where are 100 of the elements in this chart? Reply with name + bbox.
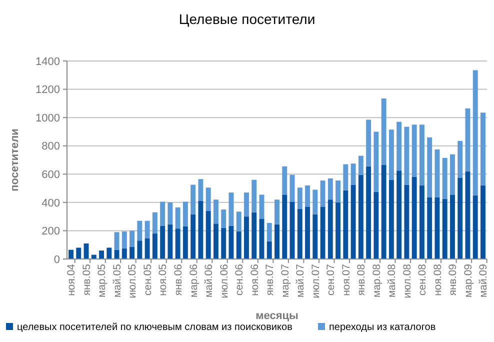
bar <box>259 218 264 259</box>
y-tick-label: 0 <box>54 254 60 266</box>
bar <box>206 188 211 211</box>
bar <box>259 194 264 219</box>
bar <box>366 166 372 259</box>
bar <box>76 248 82 259</box>
bar <box>480 112 486 186</box>
bar <box>160 202 166 226</box>
x-tick-label: ноя.04 <box>66 264 78 296</box>
x-tick-label: ноя.06 <box>248 264 261 296</box>
bar <box>221 228 226 259</box>
bar <box>175 207 180 229</box>
bar <box>412 176 417 259</box>
bar <box>343 190 348 259</box>
bar <box>252 212 257 259</box>
x-tick-label: май.06 <box>203 264 216 298</box>
bar <box>168 224 173 259</box>
bar <box>213 224 218 259</box>
bar <box>450 154 455 195</box>
bar <box>343 164 348 190</box>
y-axis-title: посетители <box>9 128 21 192</box>
bar <box>419 124 424 186</box>
bar <box>297 188 302 209</box>
x-tick-label: май.07 <box>294 264 307 298</box>
bar <box>99 250 104 259</box>
x-tick-label: сен.05 <box>142 264 154 296</box>
bar <box>228 192 234 226</box>
bar <box>404 126 410 185</box>
bar <box>266 222 272 242</box>
y-tick-label: 800 <box>42 140 60 153</box>
y-tick-label: 1000 <box>36 112 60 124</box>
bar <box>198 201 204 259</box>
x-tick-label: май.09 <box>478 264 490 298</box>
bar <box>336 180 341 202</box>
bar <box>312 214 318 259</box>
bar <box>114 250 120 259</box>
bar <box>442 158 448 199</box>
bar <box>144 220 150 238</box>
x-tick-label: ноя.05 <box>157 264 170 296</box>
bar <box>458 178 463 259</box>
bar <box>358 174 364 259</box>
x-tick-label: июл.06 <box>218 264 230 298</box>
x-tick-label: янв.06 <box>172 264 184 296</box>
bar <box>374 132 379 192</box>
x-tick-label: янв.08 <box>356 264 368 296</box>
bar <box>297 208 302 259</box>
bar <box>388 130 394 180</box>
bar <box>244 216 249 259</box>
bar <box>221 210 226 228</box>
bar <box>465 171 470 259</box>
bar <box>442 198 448 259</box>
bar <box>434 149 440 198</box>
bar <box>130 230 135 247</box>
y-tick-label: 600 <box>42 168 60 181</box>
x-tick-label: май.05 <box>111 264 124 298</box>
bar <box>305 185 310 207</box>
bar <box>244 192 249 217</box>
x-axis-title: месяцы <box>256 310 298 322</box>
bar <box>427 137 432 198</box>
bar <box>130 246 135 259</box>
bar <box>190 214 196 259</box>
bar <box>450 194 455 259</box>
x-tick-label: май.08 <box>386 264 398 298</box>
x-tick-label: июл.07 <box>310 264 322 298</box>
bar <box>266 241 272 259</box>
bar <box>381 164 386 259</box>
bar <box>480 185 486 259</box>
bar <box>434 197 440 259</box>
bar <box>350 164 356 185</box>
bar <box>236 231 242 259</box>
bar <box>350 184 356 259</box>
x-tick-label: мар.05 <box>96 264 108 298</box>
bar <box>458 140 463 178</box>
bar <box>106 248 112 259</box>
bar <box>252 180 257 212</box>
legend-label: целевых посетителей по ключевым словам из поисковиков <box>17 322 292 333</box>
bar <box>144 238 150 259</box>
bar <box>328 200 333 259</box>
bar <box>168 202 173 224</box>
x-tick-label: мар.09 <box>462 264 474 298</box>
bar <box>137 220 142 241</box>
bar <box>236 212 242 232</box>
bar <box>320 206 326 259</box>
y-tick-label: 200 <box>42 226 60 238</box>
bar <box>206 210 211 259</box>
bar <box>213 200 218 224</box>
bar <box>374 192 379 259</box>
chart-title: Целевые посетители <box>178 11 316 27</box>
bar <box>419 185 424 259</box>
bar <box>396 170 402 259</box>
bar <box>114 232 120 250</box>
bar <box>358 156 364 175</box>
x-tick-label: янв.05 <box>80 264 93 296</box>
x-tick-label: ноя.08 <box>432 264 444 296</box>
bar <box>122 248 127 259</box>
x-tick-label: ноя.07 <box>340 264 352 296</box>
bar <box>396 122 402 171</box>
y-tick-label: 1400 <box>36 56 60 68</box>
x-tick-label: янв.09 <box>447 264 460 296</box>
bar <box>190 184 196 214</box>
